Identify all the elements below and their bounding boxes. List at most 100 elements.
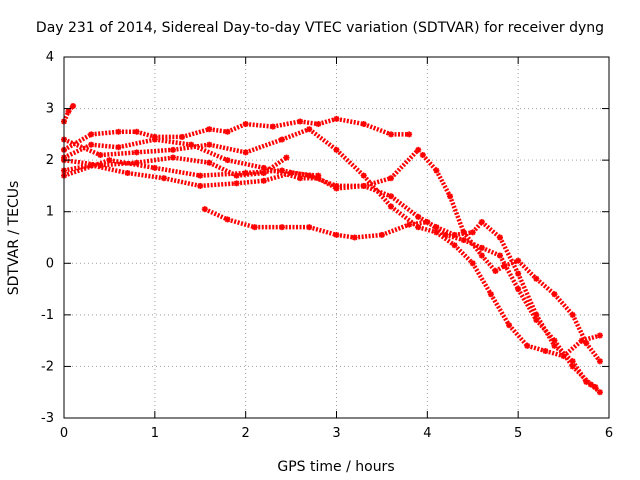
x-tick-label: 6 [605,426,613,441]
chart-title: Day 231 of 2014, Sidereal Day-to-day VTE… [36,20,604,36]
series-segment [136,155,174,165]
series-segment [417,225,438,235]
series-segment [63,142,93,160]
series-segment [272,119,301,129]
series-segment [91,142,119,150]
series-segment [336,116,365,127]
series-segment [190,142,229,163]
series-segment [209,126,228,135]
series-segment [66,104,75,113]
series-segment [570,313,589,345]
x-tick-label: 0 [60,426,68,441]
series-segment [100,150,137,158]
series-segment [516,259,538,281]
series-segment [200,181,237,189]
series-segment [236,170,265,178]
series-segment [447,195,466,234]
series-segment [61,110,71,123]
data-point [596,389,603,396]
x-tick-label: 1 [151,426,159,441]
series-segment [516,287,539,322]
y-tick-label: -1 [41,308,54,323]
data-point [596,332,603,339]
series-segment [454,230,474,238]
y-tick-label: 4 [46,50,54,65]
series-segment [63,163,92,173]
y-tick-label: 0 [46,256,54,271]
data-point [406,131,413,138]
series-segment [109,157,156,171]
series-segment [244,137,283,155]
x-tick-label: 5 [514,426,522,441]
series-segment [299,119,319,127]
series-segment [534,277,556,296]
series-segment [435,230,456,248]
series-8 [61,157,599,391]
series-segment [307,127,338,152]
series-segment [172,142,210,153]
series-segment [62,132,93,152]
series-segment [552,292,575,317]
x-tick-label: 2 [242,426,250,441]
y-tick-label: 3 [46,102,54,117]
series-segment [90,163,129,176]
y-tick-label: -3 [41,411,54,426]
series-segment [581,333,601,343]
series-segment [172,155,210,165]
series-2 [61,115,413,153]
series-segment [516,272,539,316]
series-9 [419,151,603,365]
data-point [70,102,77,109]
series-segment [163,175,201,189]
series-segment [570,360,589,384]
series-segment [503,258,519,268]
series-segment [63,158,111,178]
series-segment [308,173,338,189]
series-segment [63,157,101,168]
series-segment [507,323,529,348]
series-segment [136,129,156,140]
series-segment [100,160,137,168]
series-segment [461,230,484,257]
series-segment [553,344,575,363]
series-segment [281,127,311,142]
data-point [592,384,599,391]
series-segment [227,157,265,171]
series-segment [226,217,256,230]
series-segment [263,170,292,183]
series-segment [544,348,565,359]
series-segment [63,137,102,158]
series-segment [452,243,475,265]
series-segment [127,170,165,181]
data-point [283,154,290,161]
series-segment [154,165,201,178]
y-tick-label: 1 [46,205,54,220]
series-segment [118,137,156,150]
series-segment [534,313,557,347]
axis-ticks: 0 1 2 3 4 5 6 -3 -2 -1 0 1 2 3 4 [41,50,613,441]
series-1 [61,102,77,125]
series-segment [470,262,493,296]
series-segment [136,147,174,155]
series-segment [584,341,602,363]
series-segment [362,121,392,137]
y-tick-label: 2 [46,153,54,168]
series-segment [91,129,119,137]
series-segment [336,232,355,240]
series-segment [381,222,410,238]
series-segment [526,343,547,354]
series-segment [498,254,521,291]
series-segment [208,142,247,155]
series-segment [317,116,338,127]
data-point [596,358,603,365]
data-series-layer [61,102,603,396]
series-segment [444,232,465,243]
series-segment [488,293,512,327]
series-segment [334,148,366,178]
series-segment [308,225,338,238]
x-tick-label: 3 [332,426,340,441]
x-tick-label: 4 [423,426,431,441]
series-segment [389,148,420,180]
series-segment [181,127,210,140]
